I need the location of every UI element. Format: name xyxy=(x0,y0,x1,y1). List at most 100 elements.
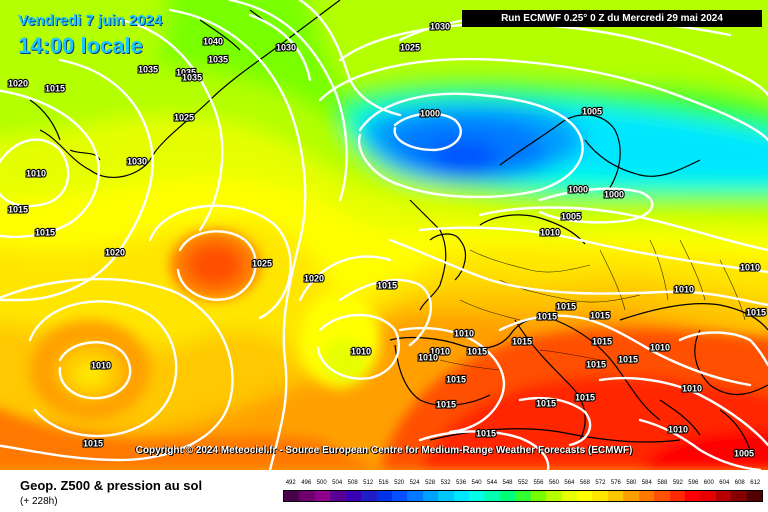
color-scale-label: 572 xyxy=(595,480,606,486)
color-scale-label: 588 xyxy=(657,480,668,486)
isobar-label: 1010 xyxy=(91,360,111,370)
color-scale-swatch xyxy=(391,491,408,501)
color-scale-label: 492 xyxy=(285,480,296,486)
isobar-label: 1015 xyxy=(476,428,496,438)
isobar-label: 1015 xyxy=(35,227,55,237)
isobar-label: 1000 xyxy=(420,108,440,118)
color-scale-label: 584 xyxy=(641,480,652,486)
borders xyxy=(439,239,746,371)
color-scale-swatch xyxy=(561,491,578,501)
color-scale-label: 580 xyxy=(626,480,637,486)
color-scale-swatch xyxy=(577,491,593,501)
color-scale-swatch xyxy=(546,491,562,501)
color-scale-swatch xyxy=(684,491,701,501)
color-scale-bar xyxy=(283,490,763,502)
color-scale-label: 608 xyxy=(734,480,745,486)
run-title: Run ECMWF 0.25° 0 Z du Mercredi 29 mai 2… xyxy=(462,10,762,27)
color-scale-label: 532 xyxy=(440,480,451,486)
isobar-label: 1015 xyxy=(512,336,532,346)
isobar-label: 1010 xyxy=(454,328,474,338)
color-scale-swatch xyxy=(407,491,423,501)
isobar-label: 1020 xyxy=(105,247,125,257)
color-scale-label: 568 xyxy=(579,480,590,486)
color-scale-swatch xyxy=(438,491,454,501)
isobar-label: 1015 xyxy=(590,310,610,320)
color-scale-swatch xyxy=(299,491,315,501)
color-scale-swatch xyxy=(469,491,485,501)
isobar-label: 1015 xyxy=(446,374,466,384)
color-scale-swatch xyxy=(284,491,300,501)
color-scale-swatch xyxy=(715,491,732,501)
isobar-label: 1015 xyxy=(436,399,456,409)
color-scale-swatch xyxy=(422,491,439,501)
color-scale-labels: 492 496 500 504 508 512 516 520 524 528 532 536 540 5… xyxy=(283,480,763,490)
isobar-label: 1015 xyxy=(556,301,576,311)
isobar-label: 1010 xyxy=(26,168,46,178)
color-scale-label: 552 xyxy=(517,480,528,486)
isobar-label: 1030 xyxy=(276,42,296,52)
isobar-label: 1025 xyxy=(174,112,194,122)
isobar-label: 1000 xyxy=(568,184,588,194)
isobar-label: 1015 xyxy=(45,83,65,93)
color-scale-swatch xyxy=(453,491,470,501)
valid-time: 14:00 locale xyxy=(18,33,143,58)
isobar-label: 1010 xyxy=(674,284,694,294)
isobar-label: 1010 xyxy=(418,352,438,362)
isobar-label: 1015 xyxy=(536,398,556,408)
color-scale-label: 576 xyxy=(610,480,621,486)
valid-date: Vendredi 7 juin 2024 xyxy=(18,12,163,29)
color-scale-swatch xyxy=(731,491,747,501)
isobar-label: 1010 xyxy=(650,342,670,352)
color-scale-swatch xyxy=(376,491,392,501)
color-scale-label: 560 xyxy=(548,480,559,486)
color-scale-swatch xyxy=(592,491,608,501)
color-scale-label: 564 xyxy=(564,480,575,486)
color-scale-label: 612 xyxy=(750,480,761,486)
isobar-label: 1025 xyxy=(400,42,420,52)
isobar-label: 1040 xyxy=(203,36,223,46)
isobar-label: 1035 xyxy=(138,64,158,74)
color-scale-label: 516 xyxy=(378,480,389,486)
color-scale-label: 544 xyxy=(487,480,498,486)
isobar-label: 1025 xyxy=(252,258,272,268)
isobar-label: 1015 xyxy=(467,346,487,356)
color-scale-label: 500 xyxy=(316,480,327,486)
color-scale-label: 548 xyxy=(502,480,513,486)
color-scale-swatch xyxy=(330,491,346,501)
color-scale-label: 596 xyxy=(688,480,699,486)
color-scale-swatch xyxy=(654,491,670,501)
color-scale-label: 504 xyxy=(332,480,343,486)
color-scale-label: 540 xyxy=(471,480,482,486)
color-scale-label: 528 xyxy=(425,480,436,486)
color-scale-label: 524 xyxy=(409,480,420,486)
color-scale-swatch xyxy=(746,491,763,501)
isobar-label: 1010 xyxy=(430,346,450,356)
isobar-label: 1030 xyxy=(430,21,450,31)
color-scale-label: 508 xyxy=(347,480,358,486)
isobar-label: 1010 xyxy=(668,424,688,434)
color-scale-label: 512 xyxy=(363,480,374,486)
isobar-label: 1035 xyxy=(176,67,196,77)
color-scale-swatch xyxy=(623,491,639,501)
legend-panel: Geop. Z500 & pression au sol (+ 228h) 49… xyxy=(0,470,768,512)
color-scale-label: 520 xyxy=(394,480,405,486)
isobar-label: 1015 xyxy=(618,354,638,364)
isobar-label: 1020 xyxy=(304,273,324,283)
color-scale-label: 496 xyxy=(301,480,312,486)
isobar-label: 1015 xyxy=(537,311,557,321)
isobar-label: 1010 xyxy=(682,383,702,393)
legend-subtitle: (+ 228h) xyxy=(20,496,58,507)
color-scale-swatch xyxy=(345,491,362,501)
color-scale-swatch xyxy=(607,491,624,501)
isobar-label: 1015 xyxy=(377,280,397,290)
isobar-label: 1005 xyxy=(582,106,602,116)
legend-title: Geop. Z500 & pression au sol xyxy=(20,478,203,493)
isobar-label: 1010 xyxy=(740,262,760,272)
isobar-label: 1030 xyxy=(127,156,147,166)
isobar-label: 1015 xyxy=(592,336,612,346)
isobar-label: 1015 xyxy=(83,438,103,448)
color-scale-label: 556 xyxy=(533,480,544,486)
